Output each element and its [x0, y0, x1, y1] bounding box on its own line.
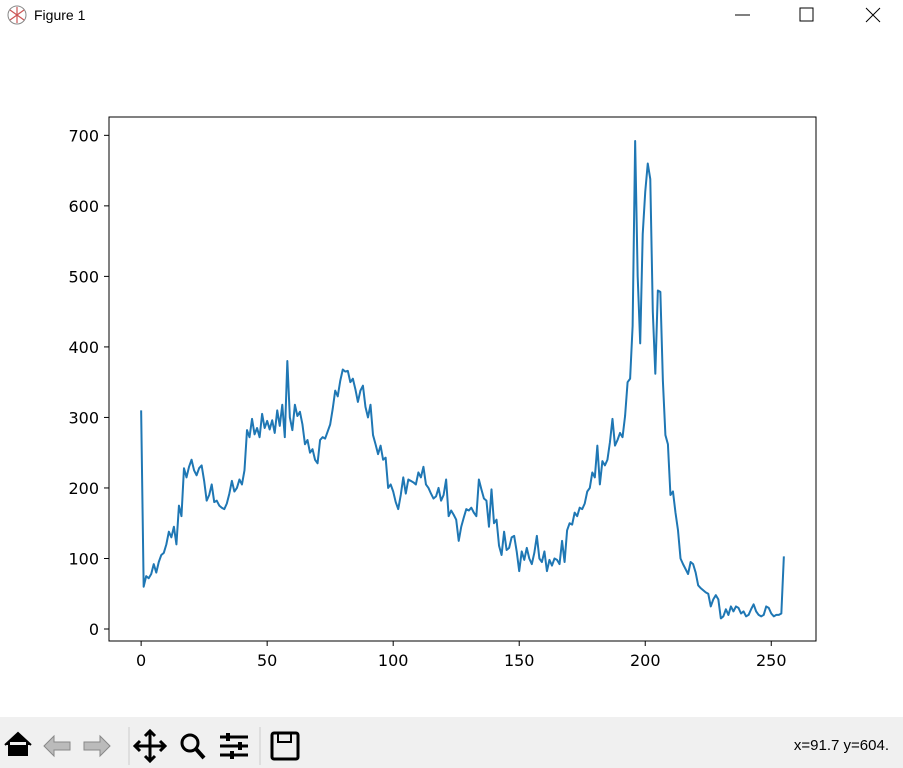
y-tick-label: 200	[68, 479, 99, 498]
y-tick-label: 300	[68, 408, 99, 427]
x-tick-label: 250	[756, 651, 787, 670]
y-tick-label: 500	[68, 267, 99, 286]
x-tick-label: 200	[630, 651, 661, 670]
axes-frame	[108, 116, 817, 642]
status-text: x=91.7 y=604.	[793, 737, 889, 754]
y-tick-label: 400	[68, 338, 99, 357]
zoom-handle	[194, 747, 206, 760]
slider-knob	[230, 751, 234, 759]
title-bar: Figure 1	[0, 0, 903, 32]
forward-button[interactable]	[83, 734, 111, 758]
data-line	[140, 139, 785, 620]
toolbar: x=91.7 y=604.	[0, 717, 903, 768]
chart: 0 50 100 150 200 250 0 100 200 300 400 500 600 700	[68, 116, 817, 670]
zoom-button[interactable]	[180, 733, 200, 753]
x-tick-label: 150	[504, 651, 535, 670]
slider-knob	[238, 742, 242, 750]
x-tick-label: 0	[136, 651, 146, 670]
save-icon-detail	[277, 732, 292, 743]
x-tick-label: 50	[257, 651, 277, 670]
pan-button[interactable]	[132, 728, 168, 764]
slider-knob	[226, 733, 230, 741]
title-bar-icons	[7, 5, 881, 25]
y-tick-label: 600	[68, 197, 99, 216]
toolbar-icons	[4, 727, 300, 765]
close-button[interactable]	[865, 7, 881, 23]
window-title: Figure 1	[34, 7, 86, 23]
app-icon-detail	[9, 7, 25, 23]
app-icon	[7, 5, 27, 25]
maximize-button[interactable]	[799, 7, 814, 22]
y-tick-label: 0	[89, 620, 99, 639]
y-tick-label: 100	[68, 549, 99, 568]
y-tick-label: 700	[68, 126, 99, 145]
home-button[interactable]	[4, 731, 32, 756]
x-tick-label: 100	[378, 651, 409, 670]
save-button[interactable]	[270, 731, 300, 761]
back-button[interactable]	[43, 734, 71, 758]
